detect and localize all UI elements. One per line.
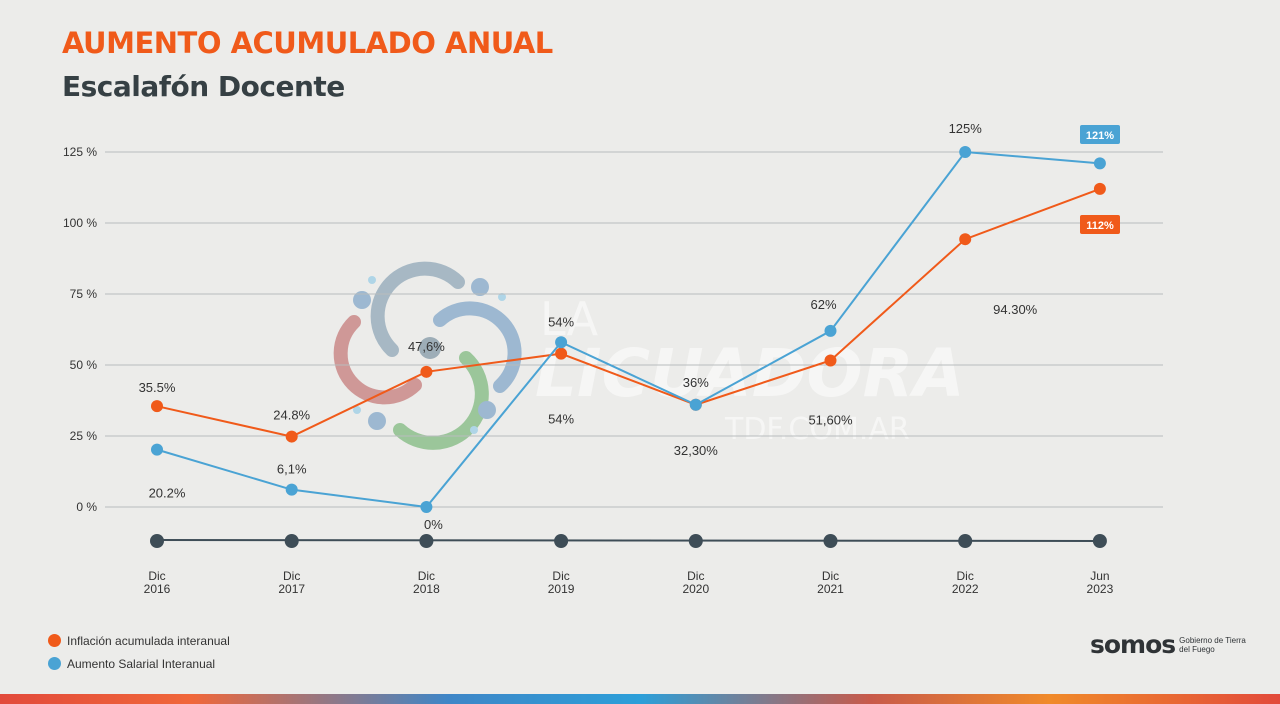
data-label: 35.5%: [139, 380, 176, 395]
watermark: LA LICUADORA TDF.COM.AR: [333, 261, 965, 450]
chart-subtitle: Escalafón Docente: [62, 70, 345, 103]
y-tick-label: 100 %: [63, 216, 97, 230]
series-line-1: [156, 150, 1100, 509]
data-label: 24.8%: [273, 408, 310, 423]
x-tick-label-line: 2018: [413, 582, 440, 596]
x-tick-label-line: Dic: [552, 569, 569, 583]
y-tick-label: 75 %: [70, 287, 98, 301]
baseline-point: [958, 534, 973, 548]
x-tick-label: Dic 2021: [817, 569, 844, 596]
data-point: [151, 443, 163, 456]
baseline-point: [419, 534, 434, 548]
legend-item-salary: Aumento Salarial Interanual: [48, 652, 230, 675]
y-axis: 0 % 25 % 50 % 75 % 100 % 125 %: [63, 145, 97, 514]
data-label: 54%: [548, 314, 574, 329]
data-label: 6,1%: [277, 462, 307, 477]
data-point: [824, 324, 837, 337]
baseline-point: [150, 534, 164, 548]
y-tick-label: 25 %: [70, 429, 98, 443]
y-tick-label: 0 %: [76, 500, 97, 514]
watermark-swirl-icon: [333, 261, 522, 450]
x-tick-label-line: Dic: [822, 569, 839, 583]
watermark-line3: TDF.COM.AR: [724, 412, 910, 447]
data-label: 112%: [1086, 220, 1114, 232]
x-tick-label-line: Dic: [418, 569, 435, 583]
data-label: 121%: [1086, 130, 1114, 142]
data-label: 20.2%: [149, 486, 186, 501]
baseline-point: [823, 534, 838, 548]
baseline-point: [688, 534, 703, 548]
x-tick-label-line: 2016: [144, 582, 171, 596]
x-tick-label-line: 2019: [548, 582, 575, 596]
legend: Inflación acumulada interanual Aumento S…: [48, 629, 230, 675]
data-point: [1093, 182, 1106, 195]
data-label: 51,60%: [808, 412, 853, 427]
x-tick-label: Dic 2019: [548, 569, 575, 596]
x-tick-label: Jun 2023: [1087, 569, 1114, 596]
x-tick-label: Dic 2020: [682, 569, 709, 596]
data-point: [420, 501, 433, 513]
x-tick-label-line: 2017: [278, 582, 305, 596]
data-label: 54%: [548, 412, 574, 427]
brand-logo: somos Gobierno de Tierra del Fuego: [1090, 630, 1249, 659]
data-label: 36%: [683, 375, 709, 390]
data-point: [959, 233, 972, 246]
baseline-point: [554, 534, 569, 548]
legend-item-inflation: Inflación acumulada interanual: [48, 629, 230, 652]
baseline-line: [156, 539, 1100, 542]
x-tick-label-line: Dic: [957, 569, 974, 583]
data-label: 0%: [424, 517, 443, 532]
legend-marker: [48, 634, 61, 647]
baseline-point: [284, 534, 299, 548]
data-point: [285, 483, 298, 496]
x-tick-label: Dic 2017: [278, 569, 305, 596]
data-label: 47,6%: [408, 339, 445, 354]
data-point: [285, 430, 298, 443]
data-label-badge: [1080, 125, 1120, 144]
data-point: [824, 354, 837, 367]
brand-subtitle: Gobierno de Tierra del Fuego: [1179, 635, 1246, 654]
x-tick-label-line: Dic: [687, 569, 704, 583]
data-label: 125%: [949, 121, 983, 136]
data-label-badge: [1080, 215, 1120, 234]
x-tick-label-line: 2021: [817, 582, 844, 596]
x-tick-label: Dic 2016: [144, 569, 171, 596]
series-line-0: [156, 187, 1101, 438]
data-point: [151, 400, 163, 413]
data-point: [420, 365, 433, 378]
data-point: [689, 398, 702, 411]
y-tick-label: 125 %: [63, 145, 97, 159]
x-tick-label: Dic 2018: [413, 569, 440, 596]
x-tick-label-line: Dic: [148, 569, 165, 583]
data-label: 62%: [810, 297, 836, 312]
legend-label: Aumento Salarial Interanual: [67, 656, 216, 671]
series-group: 35.5% 24.8% 47,6% 54% 32,30% 51,60% 94.30% 112%…: [139, 121, 1120, 532]
data-point: [959, 146, 972, 158]
x-tick-label: Dic 2022: [952, 569, 979, 596]
watermark-line1: LA: [540, 292, 599, 346]
chart-title: AUMENTO ACUMULADO ANUAL: [62, 26, 553, 60]
data-point: [555, 336, 568, 349]
x-tick-label-line: 2023: [1087, 582, 1114, 596]
x-tick-label-line: 2020: [682, 582, 709, 596]
baseline-point: [1092, 534, 1107, 548]
x-tick-label-line: Dic: [283, 569, 300, 583]
data-point: [1093, 157, 1106, 170]
brand-name: somos: [1090, 630, 1176, 659]
y-tick-label: 50 %: [70, 358, 98, 372]
chart-grid: [105, 151, 1163, 508]
legend-label: Inflación acumulada interanual: [67, 633, 230, 648]
data-point: [555, 347, 568, 360]
x-tick-label-line: 2022: [952, 582, 979, 596]
data-label: 32,30%: [674, 443, 719, 458]
legend-marker: [48, 657, 61, 670]
watermark-line2: LICUADORA: [535, 335, 965, 412]
x-axis-baseline: [150, 534, 1107, 548]
data-label: 94.30%: [993, 302, 1038, 317]
x-tick-label-line: Jun: [1090, 569, 1109, 583]
bottom-color-bar: [0, 694, 1280, 704]
